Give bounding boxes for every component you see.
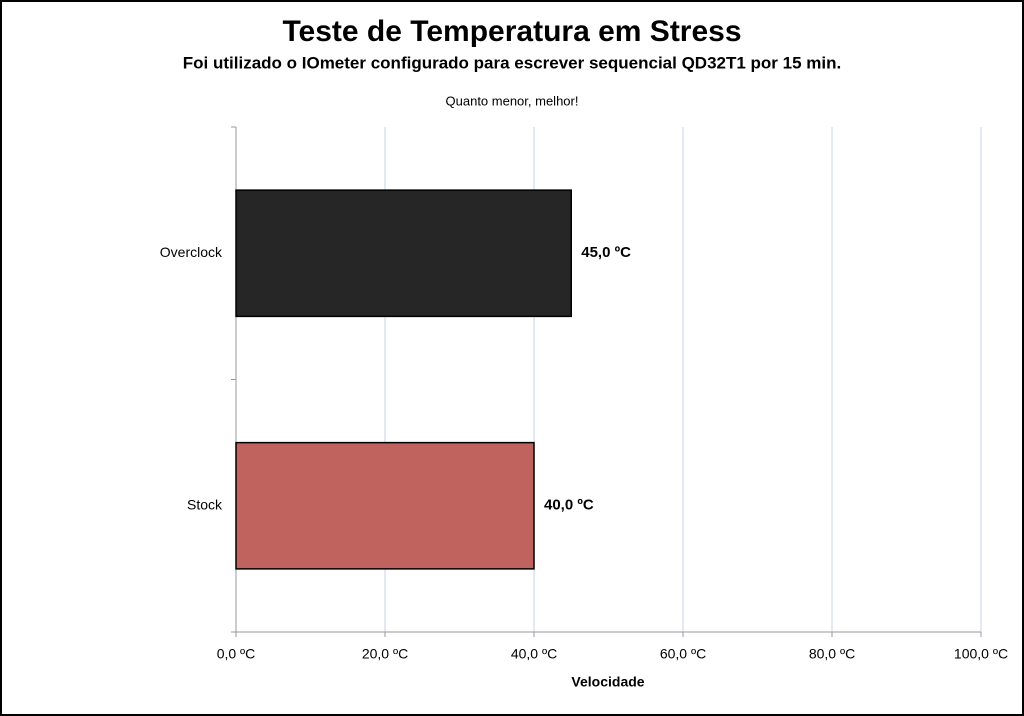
x-tick-label: 0,0 ºC <box>217 646 256 662</box>
value-label: 45,0 ºC <box>581 244 631 261</box>
x-tick-label: 100,0 ºC <box>954 646 1008 662</box>
bar <box>235 441 535 570</box>
y-tick-label: Overclock <box>160 244 223 260</box>
value-label: 40,0 ºC <box>544 497 594 514</box>
bar <box>235 189 572 318</box>
x-tick-label: 20,0 ºC <box>362 646 408 662</box>
x-axis-label: Velocidade <box>571 674 644 690</box>
x-tick-label: 40,0 ºC <box>511 646 557 662</box>
chart-title: Teste de Temperatura em Stress <box>282 15 741 48</box>
chart-subtitle: Foi utilizado o IOmeter configurado para… <box>183 53 841 72</box>
annotation: Quanto menor, melhor! <box>446 93 579 108</box>
x-tick-label: 80,0 ºC <box>809 646 855 662</box>
x-tick-label: 60,0 ºC <box>660 646 706 662</box>
y-tick-label: Stock <box>187 496 223 512</box>
